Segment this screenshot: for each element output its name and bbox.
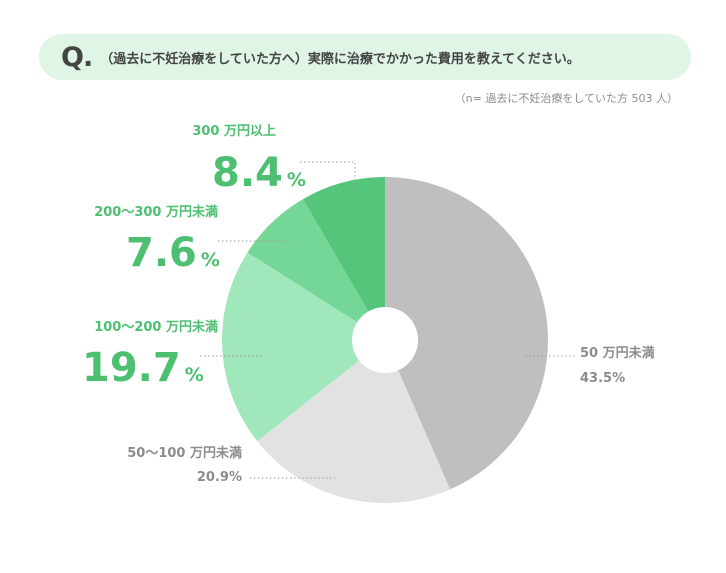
center-hole [352,307,418,373]
slice-category-label: 50〜100 万円未満 [127,445,242,461]
slice-category-label: 100〜200 万円未満 [94,319,218,335]
slice-category-label: 200〜300 万円未満 [94,204,218,220]
slice-value-label: 7.6% [126,230,220,276]
pie-slice [257,340,451,503]
question-banner: Q. （過去に不妊治療をしていた方へ）実際に治療でかかった費用を教えてください。 [39,34,691,80]
question-mark: Q. [61,41,93,73]
pie-slice [385,177,548,490]
leader-lines [200,161,575,479]
question-text: （過去に不妊治療をしていた方へ）実際に治療でかかった費用を教えてください。 [100,51,580,67]
pie-slice [302,177,385,340]
sample-size-note: （n= 過去に不妊治療をしていた方 503 人） [454,92,678,105]
slice-value-label: 19.7% [82,345,204,391]
slice-value-label: 8.4% [212,150,306,196]
slice-category-label: 50 万円未満 [580,345,655,361]
pie-slice [247,199,385,340]
slice-value-label: 20.9% [197,470,242,485]
pie-slice [222,252,385,442]
slice-value-label: 43.5% [580,371,625,386]
slice-labels: 50 万円未満 43.5% 50〜100 万円未満 20.9% 100〜200 万円未満… [82,124,655,485]
slice-category-label: 300 万円以上 [192,124,276,139]
pie-slices [222,177,548,503]
